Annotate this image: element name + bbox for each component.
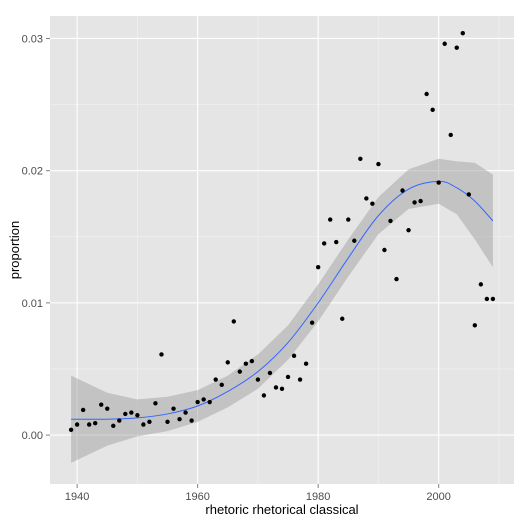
- y-axis-ticks: 0.00 0.01 0.02 0.03: [22, 33, 50, 442]
- data-point: [135, 413, 140, 418]
- x-tick-label: 1960: [185, 491, 209, 503]
- data-point: [231, 319, 236, 324]
- y-tick-label: 0.00: [22, 430, 43, 442]
- data-point: [171, 406, 176, 411]
- data-point: [147, 419, 152, 425]
- data-point: [346, 217, 351, 222]
- data-point: [424, 91, 429, 97]
- data-point: [285, 374, 291, 380]
- data-point: [400, 188, 405, 193]
- data-point: [80, 407, 86, 413]
- data-point: [207, 399, 212, 405]
- data-point: [225, 360, 230, 365]
- data-point: [68, 427, 74, 432]
- data-point: [297, 377, 303, 382]
- data-point: [309, 320, 315, 325]
- data-point: [243, 361, 249, 366]
- data-point: [328, 217, 333, 222]
- data-point: [412, 200, 417, 205]
- minor-gridlines: [50, 16, 514, 484]
- data-point: [237, 369, 243, 374]
- data-point: [490, 296, 496, 302]
- smooth-trend-line: [71, 180, 494, 420]
- data-point: [261, 393, 267, 398]
- data-point: [484, 296, 490, 302]
- data-point: [418, 198, 423, 204]
- x-tick-label: 1980: [306, 491, 330, 503]
- data-point: [183, 410, 188, 415]
- data-point: [255, 377, 261, 382]
- data-point: [472, 323, 478, 328]
- x-tick-label: 2000: [426, 491, 450, 503]
- data-point: [406, 227, 411, 233]
- data-point: [430, 107, 435, 113]
- data-point: [454, 45, 459, 50]
- y-axis-title: proportion: [7, 221, 22, 280]
- data-point: [74, 422, 80, 427]
- data-point: [442, 41, 447, 46]
- data-point: [352, 238, 357, 243]
- data-point: [466, 192, 472, 197]
- data-point: [376, 161, 381, 167]
- data-point: [141, 422, 146, 427]
- data-point: [129, 410, 134, 415]
- data-point: [165, 419, 170, 425]
- x-tick-label: 1940: [65, 491, 89, 503]
- plot-panel: [50, 16, 514, 484]
- data-point: [382, 247, 387, 253]
- data-point: [177, 417, 182, 422]
- data-point: [99, 402, 104, 407]
- data-point: [448, 132, 453, 138]
- data-point: [291, 353, 297, 358]
- data-point: [267, 370, 273, 376]
- data-point: [86, 422, 92, 427]
- y-tick-label: 0.03: [22, 33, 43, 45]
- data-point: [279, 386, 285, 392]
- data-point: [195, 399, 200, 405]
- data-point: [111, 423, 116, 429]
- data-point: [478, 282, 484, 287]
- data-point: [364, 196, 369, 201]
- data-point: [334, 239, 339, 245]
- data-point: [303, 361, 309, 366]
- confidence-ribbon: [71, 158, 493, 463]
- data-point: [358, 156, 363, 161]
- y-tick-label: 0.02: [22, 166, 43, 178]
- data-point: [321, 241, 327, 246]
- data-point: [394, 276, 399, 282]
- data-point: [105, 406, 110, 411]
- data-point: [315, 264, 321, 270]
- data-point: [213, 377, 218, 382]
- x-axis-title: rhetoric rhetorical classical: [205, 502, 358, 517]
- data-point: [340, 316, 345, 321]
- data-point: [219, 382, 224, 388]
- data-point: [249, 358, 255, 364]
- data-point: [370, 201, 375, 206]
- y-tick-label: 0.01: [22, 298, 43, 310]
- data-point: [153, 401, 158, 406]
- data-point: [189, 418, 194, 423]
- data-point: [159, 352, 164, 357]
- x-axis-ticks: 1940 1960 1980 2000: [65, 484, 451, 503]
- data-point: [123, 411, 128, 417]
- data-point: [273, 385, 279, 390]
- data-point: [388, 218, 393, 224]
- data-point: [92, 420, 98, 426]
- data-point: [460, 30, 465, 36]
- data-point: [436, 180, 441, 185]
- data-point: [117, 418, 122, 423]
- data-point: [201, 397, 206, 402]
- data-points: [68, 30, 496, 432]
- major-gridlines: [50, 16, 514, 484]
